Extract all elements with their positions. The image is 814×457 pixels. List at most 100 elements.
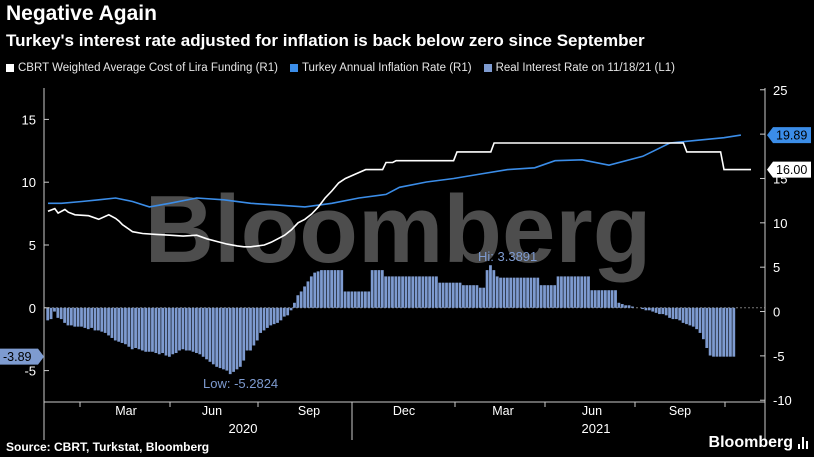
real-rate-bar: [725, 307, 729, 357]
real-rate-bar: [428, 276, 432, 308]
real-rate-bar: [113, 307, 117, 341]
real-rate-bar: [698, 307, 702, 333]
real-rate-bar: [563, 276, 567, 308]
real-rate-bar: [455, 282, 459, 308]
real-rate-bar: [252, 307, 256, 346]
real-rate-bar: [387, 276, 391, 308]
real-rate-bar: [505, 277, 509, 308]
legend-item-funding: CBRT Weighted Average Cost of Lira Fundi…: [6, 62, 278, 74]
real-rate-bar: [397, 276, 401, 308]
real-rate-bar: [147, 307, 151, 352]
real-rate-bar: [174, 307, 178, 354]
real-rate-bar: [715, 307, 719, 357]
real-rate-bar: [600, 290, 604, 308]
real-rate-bar: [695, 307, 699, 330]
real-rate-bar: [624, 305, 628, 308]
real-rate-bar: [404, 276, 408, 308]
real-rate-bar: [418, 276, 421, 308]
real-rate-bar: [549, 285, 553, 308]
real-rate-bar: [205, 307, 208, 360]
x-tick-label: Sep: [669, 404, 691, 418]
real-rate-bar: [701, 307, 705, 340]
real-rate-bar: [431, 276, 435, 308]
chart-title: Negative Again: [6, 2, 157, 25]
real-rate-bar: [228, 307, 232, 375]
real-rate-bar: [489, 265, 492, 308]
real-rate-bar: [407, 276, 411, 308]
real-rate-bar: [691, 307, 695, 327]
legend-item-inflation: Turkey Annual Inflation Rate (R1): [289, 62, 472, 74]
real-rate-bar: [127, 307, 131, 347]
real-rate-bar: [103, 307, 107, 333]
real-rate-bar: [350, 291, 354, 308]
real-rate-bar: [188, 307, 192, 351]
real-rate-bar: [357, 291, 361, 308]
real-rate-bar: [512, 277, 516, 308]
real-rate-bar: [279, 307, 283, 321]
real-rate-bar: [364, 291, 367, 308]
real-rate-bar: [448, 282, 452, 308]
real-rate-bar: [712, 307, 715, 357]
real-rate-bar: [266, 307, 269, 328]
funding-current-tag: 16.00: [767, 161, 811, 178]
real-rate-bar: [330, 270, 333, 308]
real-rate-bar: [238, 307, 242, 367]
real-rate-bar: [445, 282, 448, 308]
real-rate-bar: [495, 276, 499, 308]
real-rate-bar: [688, 307, 692, 326]
real-rate-bar: [434, 276, 438, 308]
real-rate-bar: [178, 307, 181, 351]
right-tick-label: 5: [773, 260, 780, 275]
real-rate-bar: [576, 276, 580, 308]
real-rate-bar: [468, 285, 472, 308]
real-rate-bar: [249, 307, 252, 351]
real-rate-bar: [208, 307, 212, 362]
right-tick-label: -10: [773, 393, 792, 408]
real-rate-bar: [678, 307, 682, 321]
real-rate-bar: [370, 270, 374, 308]
real-rate-bar: [66, 307, 70, 326]
right-tick-label: 25: [773, 83, 787, 98]
real-rate-bar: [593, 290, 597, 308]
real-rate-bar: [627, 305, 631, 308]
real-rate-bar: [222, 307, 225, 370]
real-rate-bar: [303, 286, 306, 308]
real-rate-bar: [424, 276, 428, 308]
real-rate-bar: [184, 307, 188, 351]
legend-swatch-inflation: [289, 64, 298, 72]
annotation-high: Hi: 3.3891: [478, 249, 537, 264]
brand-logo: Bloomberg: [709, 434, 808, 452]
right-tick-label: 0: [773, 305, 780, 320]
real-rate-bar: [360, 291, 364, 308]
real-rate-bar: [137, 307, 141, 350]
real-rate-bar: [391, 276, 394, 308]
real-rate-bar: [198, 307, 202, 355]
real-rate-bar: [631, 306, 634, 308]
real-rate-bar: [53, 307, 56, 312]
real-rate-bar: [289, 307, 293, 311]
real-rate-bar: [110, 307, 114, 338]
real-rate-bar: [614, 290, 617, 308]
year-label: 2020: [229, 421, 258, 436]
real-rate-bar: [671, 307, 675, 320]
real-rate-bar: [320, 270, 323, 308]
real-rate-bar: [242, 307, 246, 361]
real-rate-bar: [232, 307, 235, 372]
real-rate-bar: [195, 307, 198, 354]
real-rate-bar: [154, 307, 158, 354]
real-rate-bar: [282, 307, 286, 317]
real-rate-bar: [485, 270, 489, 308]
real-rate-bar: [526, 277, 530, 308]
brand-name: Bloomberg: [708, 434, 793, 451]
real-rate-bar: [245, 307, 249, 351]
real-rate-bar: [502, 277, 506, 308]
real-rate-bar: [218, 307, 222, 369]
real-rate-bar: [235, 307, 239, 370]
real-rate-bar: [475, 285, 479, 308]
real-rate-bar: [458, 282, 462, 308]
real-rate-bar: [380, 270, 384, 308]
real-rate-bar: [607, 290, 611, 308]
real-rate-bar: [529, 277, 533, 308]
real-rate-bar: [718, 307, 722, 357]
